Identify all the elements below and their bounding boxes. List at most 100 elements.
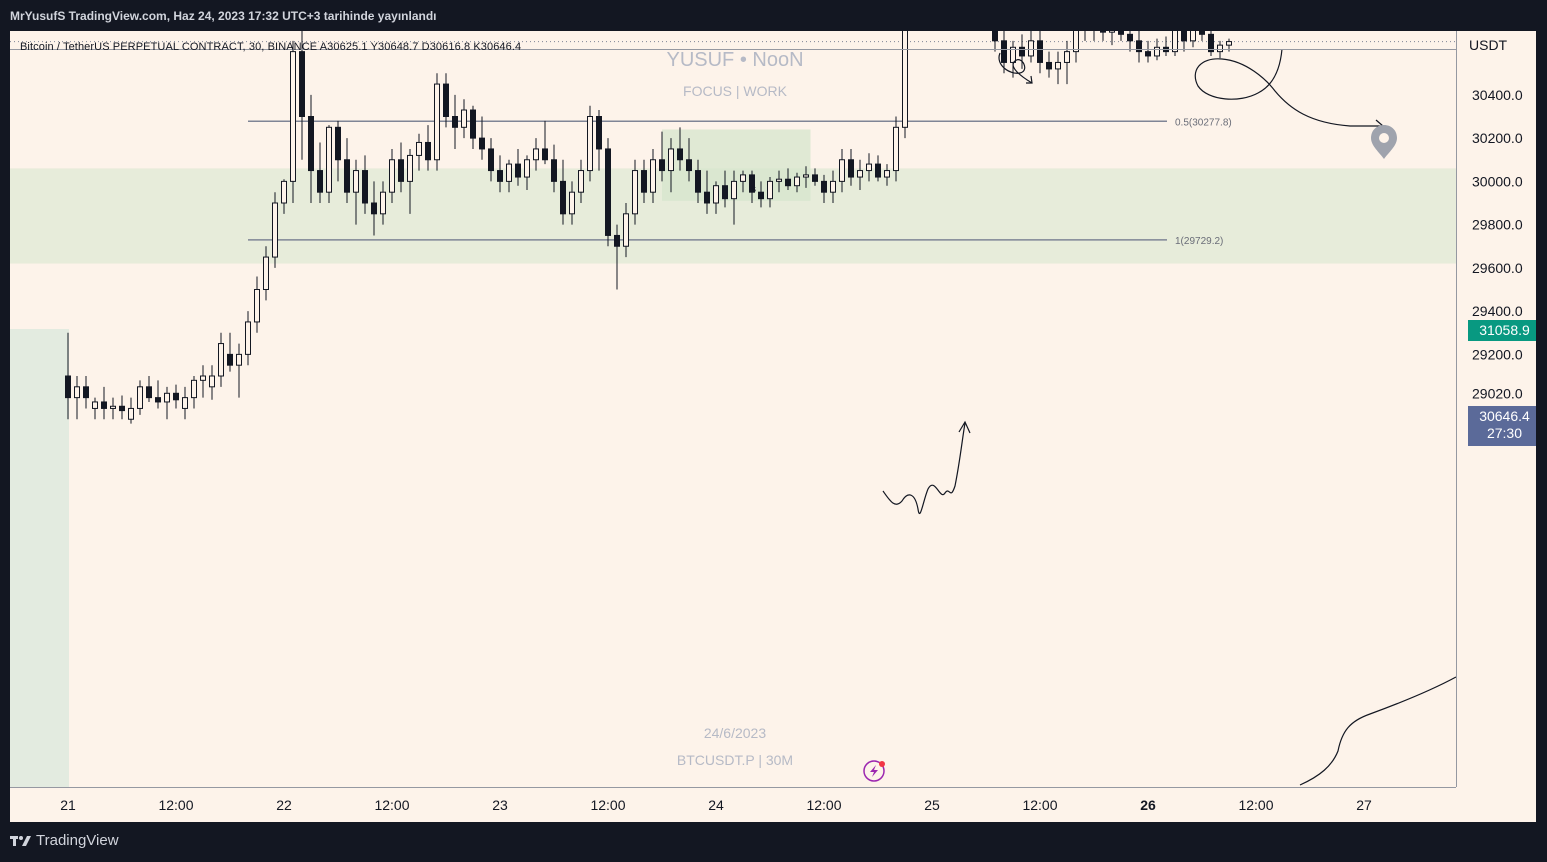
location-pin-icon [1371,125,1397,159]
candle [1208,31,1214,56]
small-loop-arrow-head [1026,75,1033,84]
candle [65,332,71,420]
candle [371,181,377,236]
trend-curve-drawing [1299,676,1457,786]
symbol-legend[interactable]: Bitcoin / TetherUS PERPETUAL CONTRACT, 3… [20,41,522,53]
candle [344,138,350,203]
candle [263,246,269,301]
candle [794,172,800,193]
candle [245,311,251,366]
candle-body [335,126,341,161]
candle [902,31,908,139]
tradingview-brand[interactable]: TradingView [10,832,119,849]
candle-body [254,289,260,323]
candle [749,170,755,203]
candle [470,105,476,149]
candle-body [1019,46,1025,57]
candle-body [461,109,467,128]
candle-body [614,234,620,247]
price-tick-label: 30000.0 [1472,173,1523,189]
candle [839,148,845,193]
candle-body [992,31,998,42]
published-info: MrYusufS TradingView.com, Haz 24, 2023 1… [10,9,437,23]
loop-arrow-drawing [1194,48,1382,127]
candle [461,99,467,139]
price-tick-label: 29600.0 [1472,260,1523,276]
candle-body [452,116,458,128]
candle-body [1046,61,1052,70]
candle-body [290,51,296,182]
chart-canvas[interactable]: 0(30826.4)0.5(30277.8)1(29729.2)sUSDT304… [10,31,1536,822]
candle-body [398,159,404,182]
candle [164,386,170,420]
brand-name: TradingView [36,832,119,849]
candle [731,170,737,225]
candle [254,276,260,333]
candle-body [875,163,881,178]
candle-body [776,178,782,182]
candle [110,397,116,420]
candle [1093,31,1095,41]
candle-body [470,109,476,139]
candle [137,380,143,415]
candle-body [173,392,179,401]
candle [1064,40,1070,85]
candle [758,181,764,208]
projection-arrow-head [958,420,971,434]
candle [479,116,485,160]
candle [353,159,359,225]
candle-body [821,180,827,193]
candle-body [317,170,323,193]
candle [119,395,125,420]
candle [155,380,161,409]
candle-body [1181,31,1187,42]
candle [146,376,152,402]
candle [695,159,701,203]
candle-body [623,213,629,247]
time-tick-label: 12:00 [1022,797,1057,813]
candle [308,94,314,203]
candle-body [110,405,116,409]
candle-body [1217,44,1223,53]
current-price-label: 30646.4 [1479,408,1530,424]
candle [542,120,548,165]
candle [1118,31,1124,41]
time-tick-label: 22 [276,797,292,813]
candle [1163,36,1169,56]
candle [299,31,305,160]
price-tick-label: 30200.0 [1472,130,1523,146]
candle [83,376,89,409]
chart-area[interactable]: 0(30826.4)0.5(30277.8)1(29729.2)sUSDT304… [10,31,1536,822]
candle-body [893,126,899,172]
candle [677,127,683,171]
candle-body [1100,31,1106,33]
candle-body [155,397,161,403]
candle-body [668,148,674,172]
candle [875,155,881,182]
candle [812,168,818,186]
candle [659,131,665,182]
candle-body [416,141,422,156]
candle [1100,31,1106,41]
candle-body [1154,46,1160,57]
candle [497,155,503,193]
candle-body [92,401,98,409]
candle-body [272,202,278,258]
candle-body [866,163,872,172]
candle [866,153,872,182]
candle-body [749,174,755,193]
candle [1073,31,1079,63]
candle-body [281,180,287,204]
watermark-date: 24/6/2023 [703,725,767,741]
candle-body [1190,31,1196,42]
candle [1181,31,1187,52]
time-tick-label: 26 [1140,797,1156,813]
candle-body [767,180,773,200]
time-tick-label: 23 [492,797,508,813]
candle [848,148,854,186]
candle-body [1073,31,1079,53]
candle [641,159,647,203]
candle-body [848,159,854,178]
candle-body [425,141,431,161]
candle-body [1226,41,1232,46]
